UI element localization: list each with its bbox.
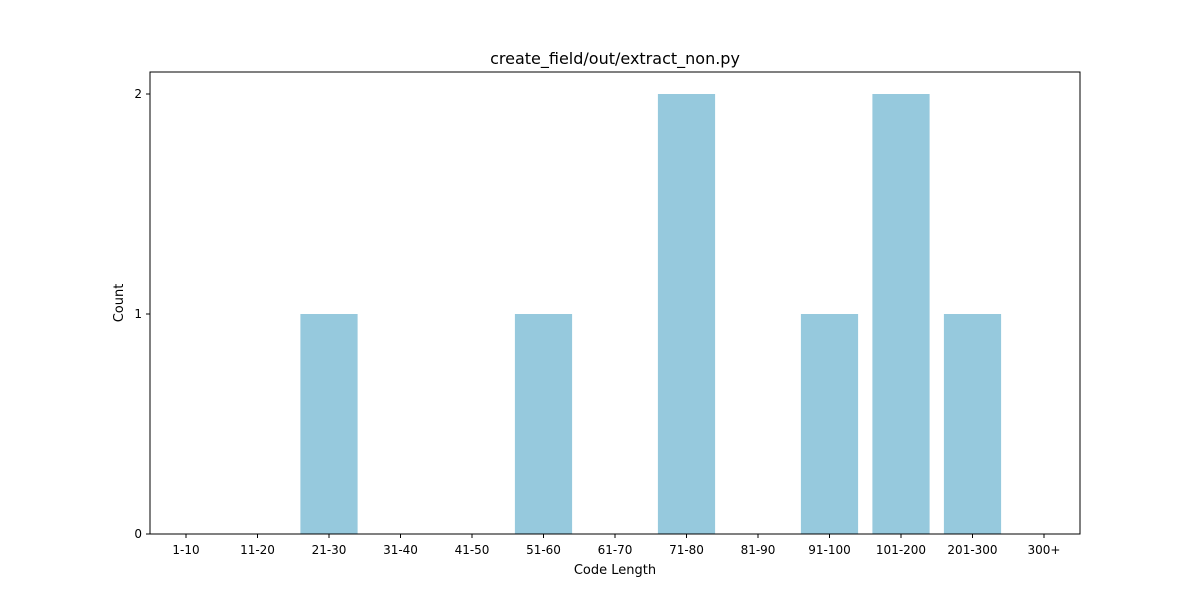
bar-91-100: [800, 314, 859, 534]
x-tick-label: 101-200: [876, 543, 926, 557]
y-tick-label: 1: [134, 307, 142, 321]
y-axis-label: Count: [112, 284, 127, 323]
bar-71-80: [657, 94, 716, 534]
x-tick-label: 300+: [1028, 543, 1061, 557]
x-tick-label: 31-40: [383, 543, 418, 557]
x-tick-label: 71-80: [669, 543, 704, 557]
x-tick-label: 91-100: [808, 543, 851, 557]
x-tick-label: 21-30: [312, 543, 347, 557]
plot-frame: [149, 71, 1081, 535]
x-tick-label: 201-300: [947, 543, 997, 557]
bar-201-300: [943, 314, 1002, 534]
x-tick-label: 41-50: [455, 543, 490, 557]
bar-101-200: [872, 94, 930, 534]
x-tick-label: 51-60: [526, 543, 561, 557]
x-tick-label: 81-90: [741, 543, 776, 557]
x-tick-label: 11-20: [240, 543, 275, 557]
y-tick-label: 0: [134, 527, 142, 541]
x-tick-label: 1-10: [172, 543, 199, 557]
x-tick-label: 61-70: [598, 543, 633, 557]
x-axis-ticks: 1-10 11-20 21-30 31-40 41-50 51-60 61-70 71-80 8…: [172, 534, 1060, 557]
bars-group: [300, 94, 1002, 534]
y-axis-ticks: 0 1 2: [134, 87, 150, 541]
bar-51-60: [514, 314, 573, 534]
chart-title: create_field/out/extract_non.py: [490, 49, 740, 69]
bar-21-30: [300, 314, 358, 534]
y-tick-label: 2: [134, 87, 142, 101]
x-axis-label: Code Length: [574, 563, 656, 578]
